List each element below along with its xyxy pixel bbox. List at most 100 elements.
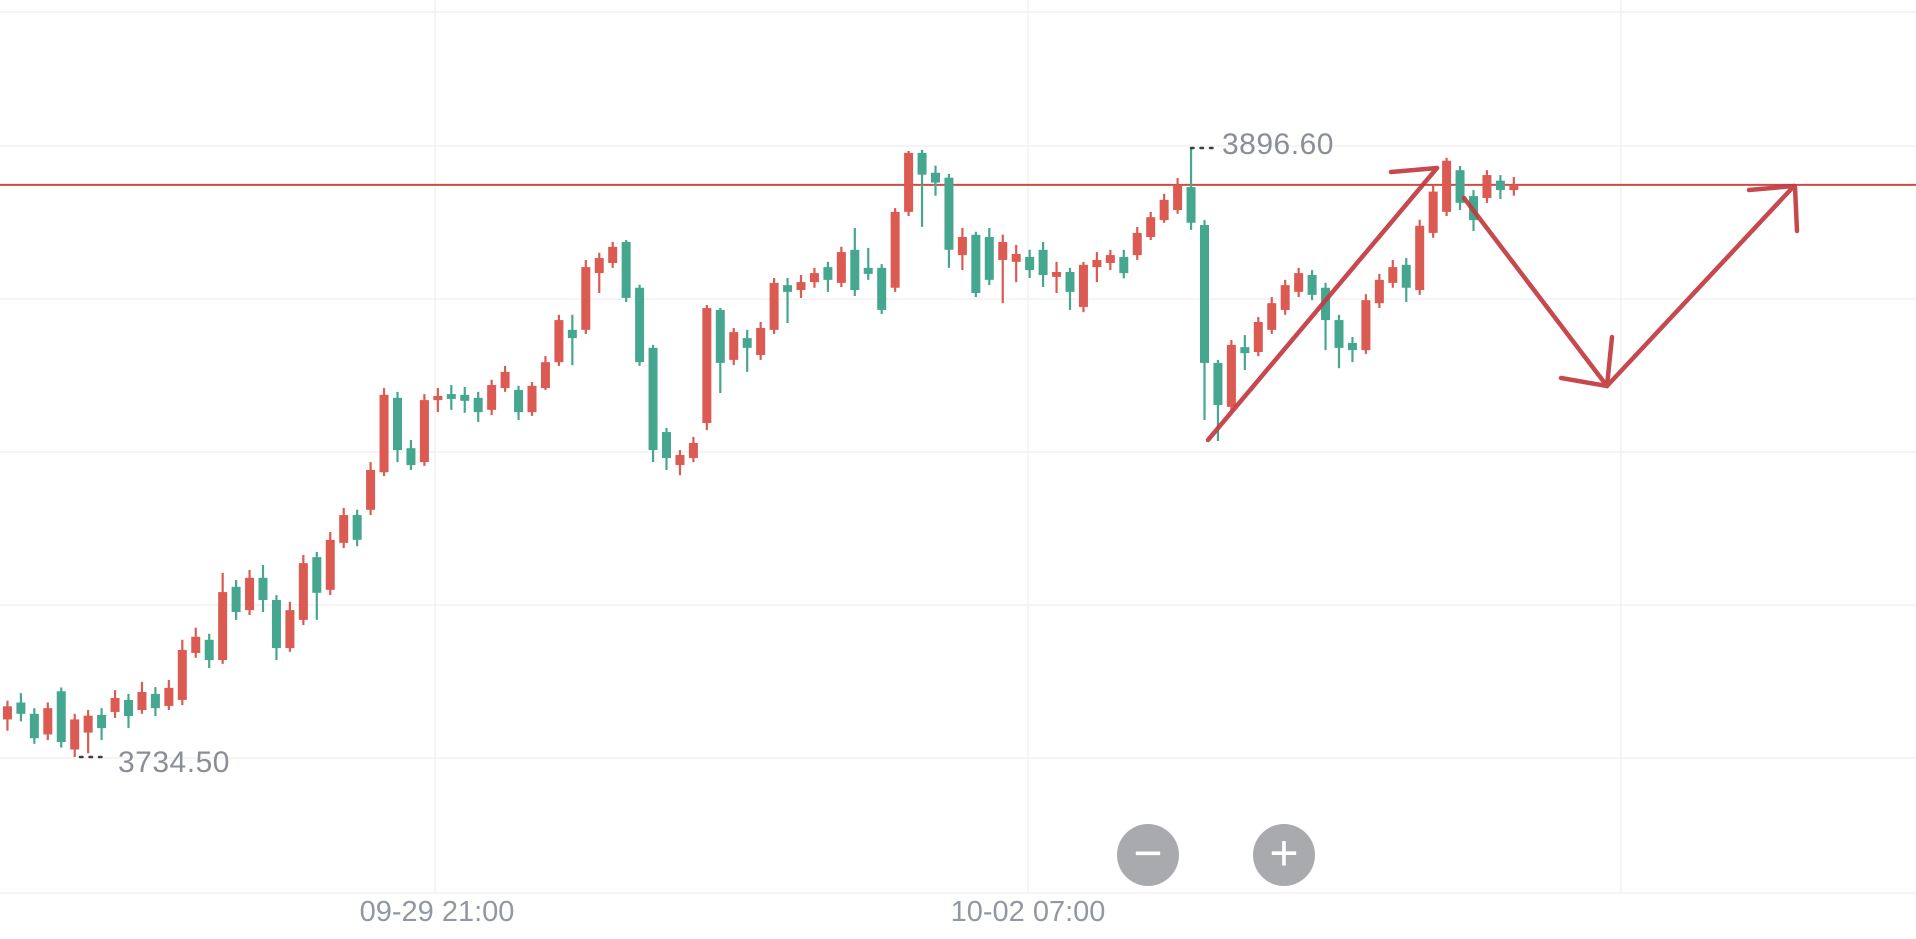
candle xyxy=(83,715,93,733)
candle xyxy=(1119,256,1129,274)
candle xyxy=(1105,255,1115,263)
candle xyxy=(1307,274,1317,295)
candle xyxy=(527,385,537,413)
candle xyxy=(742,338,752,348)
candle xyxy=(1038,249,1048,275)
candle xyxy=(931,172,940,183)
candle xyxy=(1482,175,1492,198)
candle xyxy=(594,258,604,274)
candle xyxy=(1442,160,1452,212)
zoom-in-button[interactable]: + xyxy=(1253,824,1315,886)
down-leg xyxy=(1558,375,1610,389)
candle xyxy=(809,273,819,283)
candle xyxy=(783,285,793,292)
candle xyxy=(608,246,618,263)
candle xyxy=(1280,285,1290,310)
candle xyxy=(1401,264,1411,288)
up-leg-1 xyxy=(1388,165,1440,175)
candle xyxy=(1052,271,1062,277)
candle xyxy=(1415,225,1425,291)
candle xyxy=(1159,199,1169,221)
candle xyxy=(1065,271,1075,292)
candle xyxy=(514,389,524,413)
candle xyxy=(433,395,443,401)
candle xyxy=(769,282,779,330)
candle xyxy=(97,714,107,729)
candle xyxy=(393,397,402,451)
candles-layer xyxy=(2,148,1519,758)
candle xyxy=(1213,362,1223,405)
candle xyxy=(715,309,725,363)
candle xyxy=(29,713,39,739)
candle xyxy=(124,699,133,717)
candle xyxy=(1347,342,1357,351)
candle xyxy=(1267,303,1277,330)
up-leg-2 xyxy=(1604,183,1797,389)
candle xyxy=(2,706,12,720)
candle xyxy=(567,329,577,339)
candle xyxy=(890,211,900,288)
candle xyxy=(998,241,1008,260)
candle xyxy=(1374,279,1384,304)
candle xyxy=(554,320,564,363)
candle xyxy=(177,649,187,700)
candle xyxy=(1011,253,1021,262)
candle xyxy=(702,308,712,424)
candle xyxy=(446,394,456,399)
candle xyxy=(904,152,914,212)
candle xyxy=(957,237,967,256)
trend-arrows xyxy=(1205,165,1800,443)
candle xyxy=(1132,232,1142,256)
candle xyxy=(917,152,927,175)
candle xyxy=(285,610,295,649)
low-price-label: 3734.50 xyxy=(118,746,230,779)
candle xyxy=(500,371,510,389)
candle xyxy=(850,249,860,291)
candle xyxy=(971,234,981,294)
candle xyxy=(662,432,671,458)
candle xyxy=(984,237,994,280)
candle xyxy=(218,592,228,661)
candle xyxy=(366,469,376,510)
candle xyxy=(204,639,214,661)
candle xyxy=(1186,187,1196,223)
up-leg-2 xyxy=(1746,183,1797,193)
candle xyxy=(729,332,739,360)
candle xyxy=(406,448,416,466)
candle xyxy=(1455,170,1465,203)
candle xyxy=(1334,320,1344,348)
candle xyxy=(70,719,80,750)
down-leg xyxy=(1461,195,1610,389)
up-leg-1 xyxy=(1205,165,1440,443)
candle xyxy=(379,394,389,473)
zoom-out-button[interactable]: − xyxy=(1117,824,1179,886)
candle xyxy=(460,394,470,401)
candle xyxy=(1078,264,1088,307)
x-axis-tick-1: 09-29 21:00 xyxy=(359,896,515,928)
candle xyxy=(258,577,268,600)
candle xyxy=(635,287,645,363)
candle xyxy=(1146,217,1156,238)
candle xyxy=(271,599,281,649)
candle xyxy=(1361,300,1371,351)
candle xyxy=(1200,225,1209,363)
candle xyxy=(944,177,954,250)
candle xyxy=(43,708,53,735)
candle xyxy=(1509,185,1519,191)
candle xyxy=(863,267,873,274)
candle xyxy=(1240,347,1250,354)
candle xyxy=(1173,184,1183,210)
candle xyxy=(621,241,631,298)
candle xyxy=(1092,259,1102,268)
candle xyxy=(1253,321,1263,353)
candle xyxy=(339,515,349,543)
candle xyxy=(56,691,66,742)
candle xyxy=(688,442,698,458)
candle xyxy=(110,698,120,712)
down-leg xyxy=(1604,334,1615,389)
candle xyxy=(325,539,335,590)
candle xyxy=(16,702,26,714)
candle xyxy=(419,400,429,463)
